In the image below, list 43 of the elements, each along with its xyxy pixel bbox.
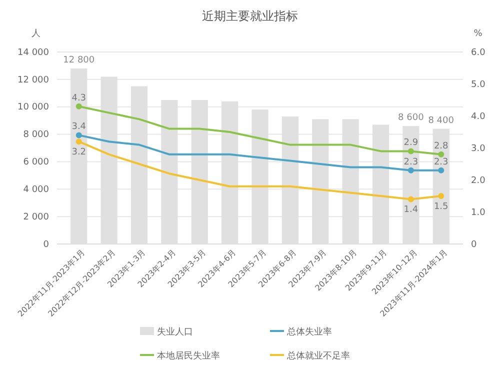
legend-label: 总体失业率 <box>286 326 332 338</box>
data-label: 8 600 <box>398 113 424 124</box>
data-label: 12 800 <box>63 55 95 66</box>
point <box>76 103 82 110</box>
point <box>408 148 414 154</box>
legend-label: 失业人口 <box>157 326 193 338</box>
y2-tick-label: 0 <box>471 240 477 250</box>
legend-label: 总体就业不足率 <box>286 350 350 362</box>
y2-tick-label: 5.0 <box>471 80 486 90</box>
y2-tick-label: 1.0 <box>471 208 486 218</box>
y-tick-label: 14 000 <box>18 48 50 58</box>
y-tick-label: 0 <box>43 240 50 250</box>
y2-tick-label: 4.0 <box>471 112 486 122</box>
chart-title: 近期主要就业指标 <box>202 9 298 23</box>
point <box>76 132 82 138</box>
y2-tick-label: 2.0 <box>471 176 486 186</box>
data-label: 1.4 <box>404 205 418 216</box>
y-tick-label: 8 000 <box>23 130 50 140</box>
point <box>76 138 82 145</box>
data-label: 2.8 <box>434 141 449 152</box>
y2-axis-title: % <box>474 29 483 39</box>
y-axis-title: 人 <box>32 28 40 39</box>
y-tick-label: 4 000 <box>23 185 50 196</box>
data-label: 2.9 <box>404 138 418 148</box>
data-label: 3.2 <box>72 148 86 158</box>
data-label: 2.3 <box>434 157 448 168</box>
point <box>438 193 444 199</box>
y-tick-label: 10 000 <box>18 102 50 113</box>
legend-label: 本地居民失业率 <box>157 350 220 362</box>
point <box>438 167 444 174</box>
y-tick-label: 6 000 <box>23 158 50 168</box>
y2-tick-label: 3.0 <box>471 144 486 154</box>
data-label: 3.4 <box>72 122 86 132</box>
data-label: 2.3 <box>404 157 418 168</box>
point <box>408 196 414 202</box>
y-tick-label: 2 000 <box>23 212 50 222</box>
point <box>408 167 414 174</box>
data-label: 1.5 <box>434 202 448 212</box>
data-label: 4.3 <box>72 93 86 104</box>
y2-tick-label: 6.0 <box>471 48 486 58</box>
y-tick-label: 12 000 <box>18 75 50 86</box>
data-label: 8 400 <box>428 116 454 126</box>
point <box>438 151 444 158</box>
